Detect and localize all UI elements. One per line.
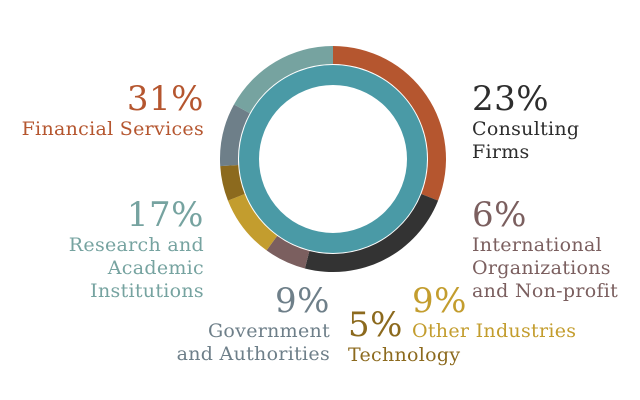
label-research-academic: 17% Research and Academic Institutions xyxy=(69,198,204,303)
pct-research-academic: 17% xyxy=(126,195,204,235)
donut-slice-6 xyxy=(233,46,333,114)
label-government: 9% Government and Authorities xyxy=(177,284,330,366)
cap-other-industries: Other Industries xyxy=(412,320,577,342)
cap-financial-services: Financial Services xyxy=(21,118,204,140)
label-consulting-firms: 23% Consulting Firms xyxy=(472,82,579,164)
cap-research-line3: Institutions xyxy=(90,280,204,302)
cap-consulting-line1: Consulting xyxy=(472,118,580,140)
cap-international-line3: and Non-profit xyxy=(472,280,619,302)
donut-slice-3 xyxy=(227,193,278,251)
pct-government: 9% xyxy=(275,281,330,321)
cap-international-line1: International xyxy=(472,234,602,256)
label-other-industries: 9% Other Industries xyxy=(412,284,576,343)
pct-financial-services: 31% xyxy=(126,79,204,119)
donut-slice-2 xyxy=(266,235,310,269)
label-international-orgs: 6% International Organizations and Non-p… xyxy=(472,198,618,303)
donut-slice-0 xyxy=(333,46,446,201)
pct-consulting-firms: 23% xyxy=(472,79,550,119)
cap-government-line1: Government xyxy=(207,320,330,342)
label-financial-services: 31% Financial Services xyxy=(22,82,204,141)
donut-inner-ring xyxy=(239,65,427,253)
label-technology: 5% Technology xyxy=(348,308,460,367)
cap-research-line2: Academic xyxy=(107,257,204,279)
cap-technology: Technology xyxy=(348,344,461,366)
donut-slice-4 xyxy=(220,164,245,201)
cap-research-line1: Research and xyxy=(68,234,204,256)
pct-international-orgs: 6% xyxy=(472,195,527,235)
cap-international-line2: Organizations xyxy=(472,257,611,279)
cap-consulting-line2: Firms xyxy=(472,141,530,163)
pct-technology: 5% xyxy=(348,305,403,345)
pct-other-industries: 9% xyxy=(412,281,467,321)
donut-slice-1 xyxy=(304,193,439,272)
cap-government-line2: and Authorities xyxy=(176,343,330,365)
donut-slice-5 xyxy=(220,104,250,167)
